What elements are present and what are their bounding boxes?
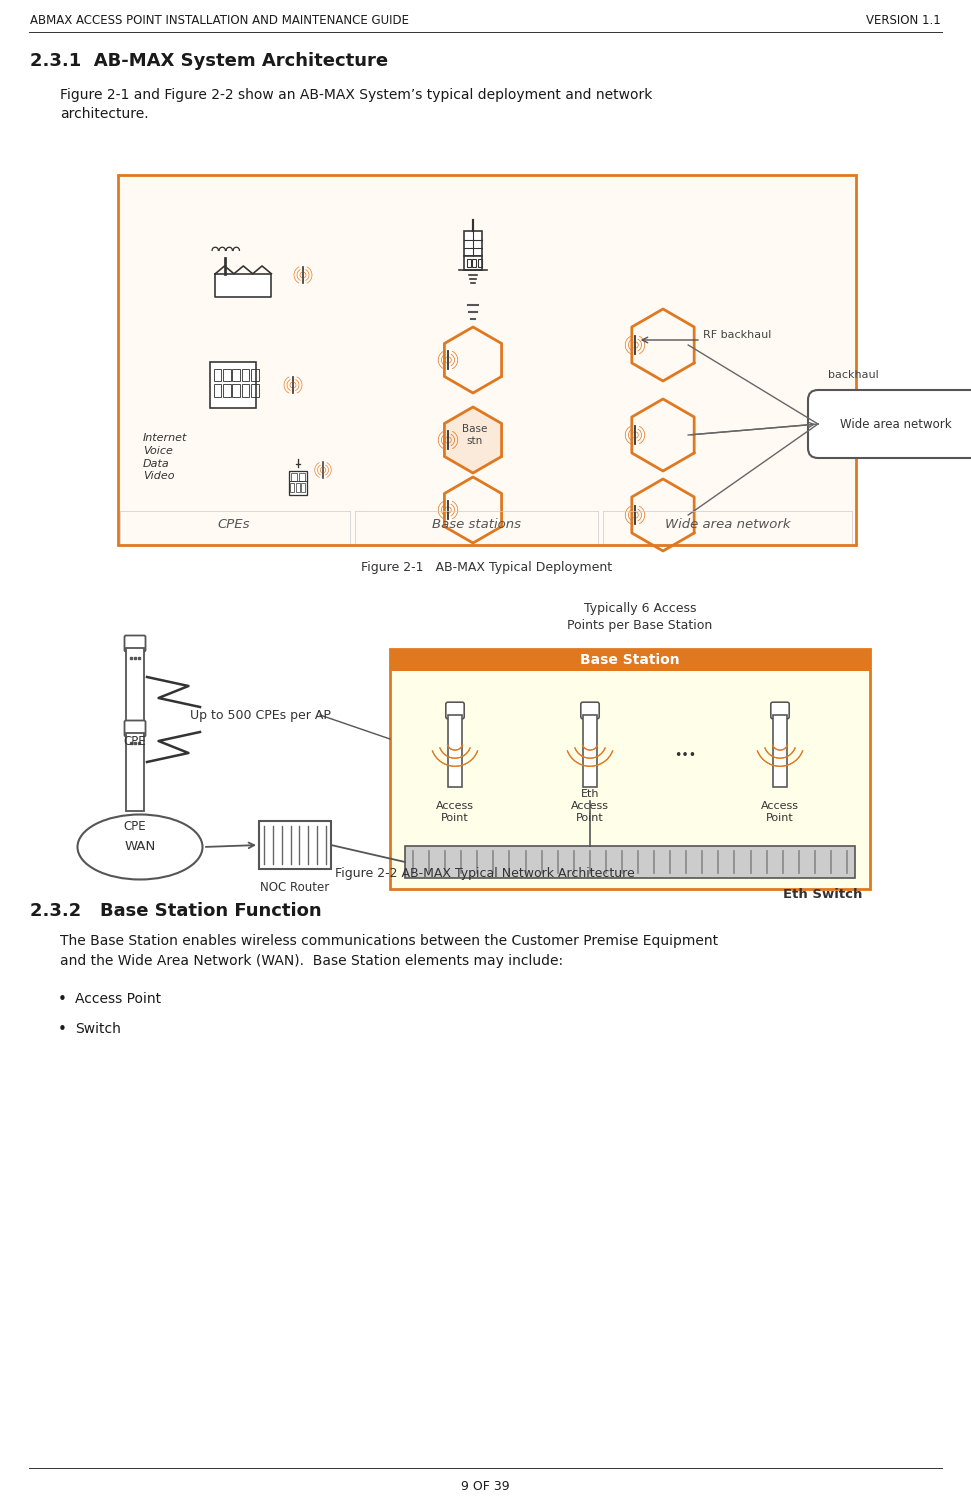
Bar [126,733,144,811]
Text: Base
stn: Base stn [462,424,487,446]
Bar [390,649,870,889]
Text: Up to 500 CPEs per AP: Up to 500 CPEs per AP [189,709,330,721]
Polygon shape [445,407,502,473]
Bar [291,473,297,481]
Bar [232,368,240,382]
Text: Eth: Eth [581,789,599,799]
FancyBboxPatch shape [771,703,789,719]
Bar [126,647,144,725]
Bar [467,260,471,267]
Text: RF backhaul: RF backhaul [703,330,771,339]
Bar [472,260,476,267]
Bar [464,231,482,257]
Bar [214,368,221,382]
Bar [301,484,306,491]
Bar [232,385,240,397]
FancyBboxPatch shape [124,635,146,652]
Bar [223,368,231,382]
Polygon shape [216,273,272,297]
Bar [773,715,787,787]
Bar [251,368,258,382]
FancyBboxPatch shape [124,721,146,736]
Text: CPE: CPE [123,820,147,834]
Text: Access
Point: Access Point [571,801,609,823]
Bar [583,715,597,787]
Ellipse shape [78,814,203,880]
Text: Eth Switch: Eth Switch [783,888,862,901]
Bar [448,715,462,787]
Text: backhaul: backhaul [828,369,879,380]
FancyBboxPatch shape [581,703,599,719]
Bar [464,257,482,270]
FancyBboxPatch shape [446,703,464,719]
Text: Base Station: Base Station [581,653,680,667]
Text: Wide area network: Wide area network [840,418,952,431]
Bar [288,470,308,496]
Text: WAN: WAN [124,841,155,853]
Bar [242,385,250,397]
Bar [299,473,305,481]
Text: Figure 2-2 AB-MAX Typical Network Architecture: Figure 2-2 AB-MAX Typical Network Archit… [335,867,635,880]
Text: •: • [58,1021,67,1036]
Text: Figure 2-1 and Figure 2-2 show an AB-MAX System’s typical deployment and network: Figure 2-1 and Figure 2-2 show an AB-MAX… [60,89,653,122]
Bar [295,484,300,491]
Bar [478,260,482,267]
Bar [405,846,855,879]
Bar [259,822,331,870]
Bar [214,385,221,397]
Bar [390,649,870,671]
Text: Internet
Voice
Data
Video: Internet Voice Data Video [143,433,187,482]
Text: NOC Router: NOC Router [260,882,329,894]
Text: 2.3.2   Base Station Function: 2.3.2 Base Station Function [30,903,321,921]
Text: VERSION 1.1: VERSION 1.1 [866,14,941,27]
Text: Access Point: Access Point [75,991,161,1006]
Text: Access
Point: Access Point [436,801,474,823]
Text: Access
Point: Access Point [761,801,799,823]
Text: Figure 2-1   AB-MAX Typical Deployment: Figure 2-1 AB-MAX Typical Deployment [361,562,613,574]
Text: Typically 6 Access
Points per Base Station: Typically 6 Access Points per Base Stati… [567,602,713,631]
Text: ABMAX ACCESS POINT INSTALLATION AND MAINTENANCE GUIDE: ABMAX ACCESS POINT INSTALLATION AND MAIN… [30,14,409,27]
Text: 2.3.1  AB-MAX System Architecture: 2.3.1 AB-MAX System Architecture [30,53,388,71]
Text: Switch: Switch [75,1021,120,1036]
Text: CPE: CPE [123,734,147,748]
Bar [223,385,231,397]
Text: Wide area network: Wide area network [665,518,790,532]
Bar [210,362,256,407]
Text: Base stations: Base stations [431,518,520,532]
Text: •••: ••• [674,749,696,763]
Bar [118,176,856,545]
Text: The Base Station enables wireless communications between the Customer Premise Eq: The Base Station enables wireless commun… [60,934,719,967]
Text: •: • [58,991,67,1006]
Text: CPEs: CPEs [218,518,251,532]
Bar [242,368,250,382]
Bar [251,385,258,397]
Text: 9 OF 39: 9 OF 39 [460,1479,510,1493]
Bar [290,484,294,491]
FancyBboxPatch shape [808,391,971,458]
